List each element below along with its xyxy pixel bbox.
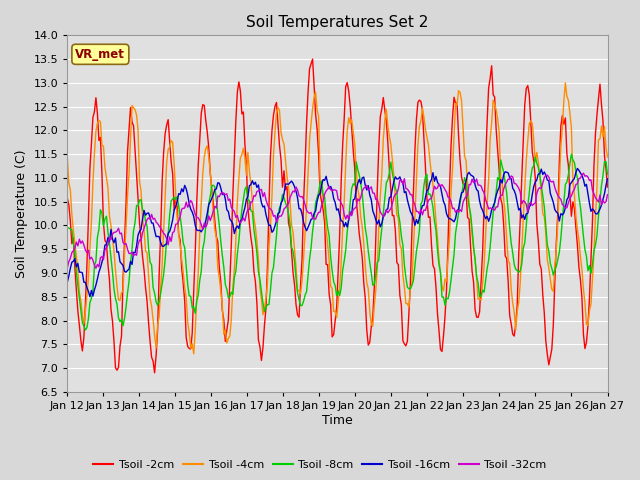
Tsoil -16cm [253, 185, 260, 191]
Line: Tsoil -16cm: Tsoil -16cm [67, 168, 607, 297]
Tsoil -16cm [577, 170, 584, 176]
X-axis label: Time: Time [322, 414, 353, 427]
Tsoil -2cm [226, 279, 234, 285]
Tsoil -8cm [244, 196, 252, 202]
Tsoil -2cm [130, 123, 138, 129]
Tsoil -32cm [226, 196, 234, 202]
Tsoil -32cm [244, 206, 252, 212]
Tsoil -2cm [253, 300, 260, 306]
Tsoil -4cm [190, 351, 198, 357]
Legend: Tsoil -2cm, Tsoil -4cm, Tsoil -8cm, Tsoil -16cm, Tsoil -32cm: Tsoil -2cm, Tsoil -4cm, Tsoil -8cm, Tsoi… [89, 456, 551, 474]
Tsoil -8cm [604, 172, 611, 178]
Tsoil -16cm [604, 176, 611, 181]
Tsoil -32cm [301, 202, 309, 207]
Title: Soil Temperatures Set 2: Soil Temperatures Set 2 [246, 15, 429, 30]
Tsoil -32cm [92, 265, 100, 271]
Tsoil -2cm [151, 370, 159, 376]
Tsoil -32cm [131, 252, 139, 257]
Tsoil -8cm [226, 294, 234, 300]
Tsoil -2cm [577, 277, 584, 283]
Tsoil -8cm [568, 151, 575, 157]
Tsoil -8cm [131, 220, 139, 226]
Y-axis label: Soil Temperature (C): Soil Temperature (C) [15, 149, 28, 278]
Tsoil -4cm [561, 80, 569, 86]
Tsoil -2cm [301, 163, 309, 168]
Tsoil -32cm [580, 170, 588, 176]
Line: Tsoil -2cm: Tsoil -2cm [67, 59, 607, 373]
Tsoil -4cm [63, 156, 71, 161]
Tsoil -8cm [81, 327, 89, 333]
Tsoil -16cm [226, 216, 234, 222]
Tsoil -4cm [577, 253, 584, 259]
Line: Tsoil -8cm: Tsoil -8cm [67, 154, 607, 330]
Tsoil -2cm [244, 205, 252, 211]
Line: Tsoil -32cm: Tsoil -32cm [67, 173, 607, 268]
Tsoil -4cm [130, 105, 138, 110]
Tsoil -4cm [301, 230, 309, 236]
Tsoil -4cm [604, 154, 611, 160]
Tsoil -2cm [604, 184, 611, 190]
Tsoil -16cm [86, 294, 93, 300]
Tsoil -32cm [63, 265, 71, 271]
Tsoil -2cm [63, 195, 71, 201]
Tsoil -8cm [577, 204, 584, 210]
Tsoil -8cm [63, 225, 71, 231]
Tsoil -16cm [573, 166, 581, 171]
Tsoil -32cm [604, 192, 611, 198]
Tsoil -16cm [131, 250, 139, 256]
Tsoil -16cm [63, 279, 71, 285]
Tsoil -4cm [253, 239, 260, 245]
Tsoil -4cm [244, 149, 252, 155]
Text: VR_met: VR_met [76, 48, 125, 61]
Tsoil -16cm [301, 224, 309, 230]
Tsoil -32cm [253, 189, 260, 194]
Tsoil -2cm [308, 56, 316, 62]
Tsoil -8cm [253, 251, 260, 257]
Tsoil -8cm [301, 292, 309, 298]
Tsoil -4cm [226, 333, 234, 339]
Tsoil -32cm [575, 176, 583, 181]
Tsoil -16cm [244, 193, 252, 199]
Line: Tsoil -4cm: Tsoil -4cm [67, 83, 607, 354]
